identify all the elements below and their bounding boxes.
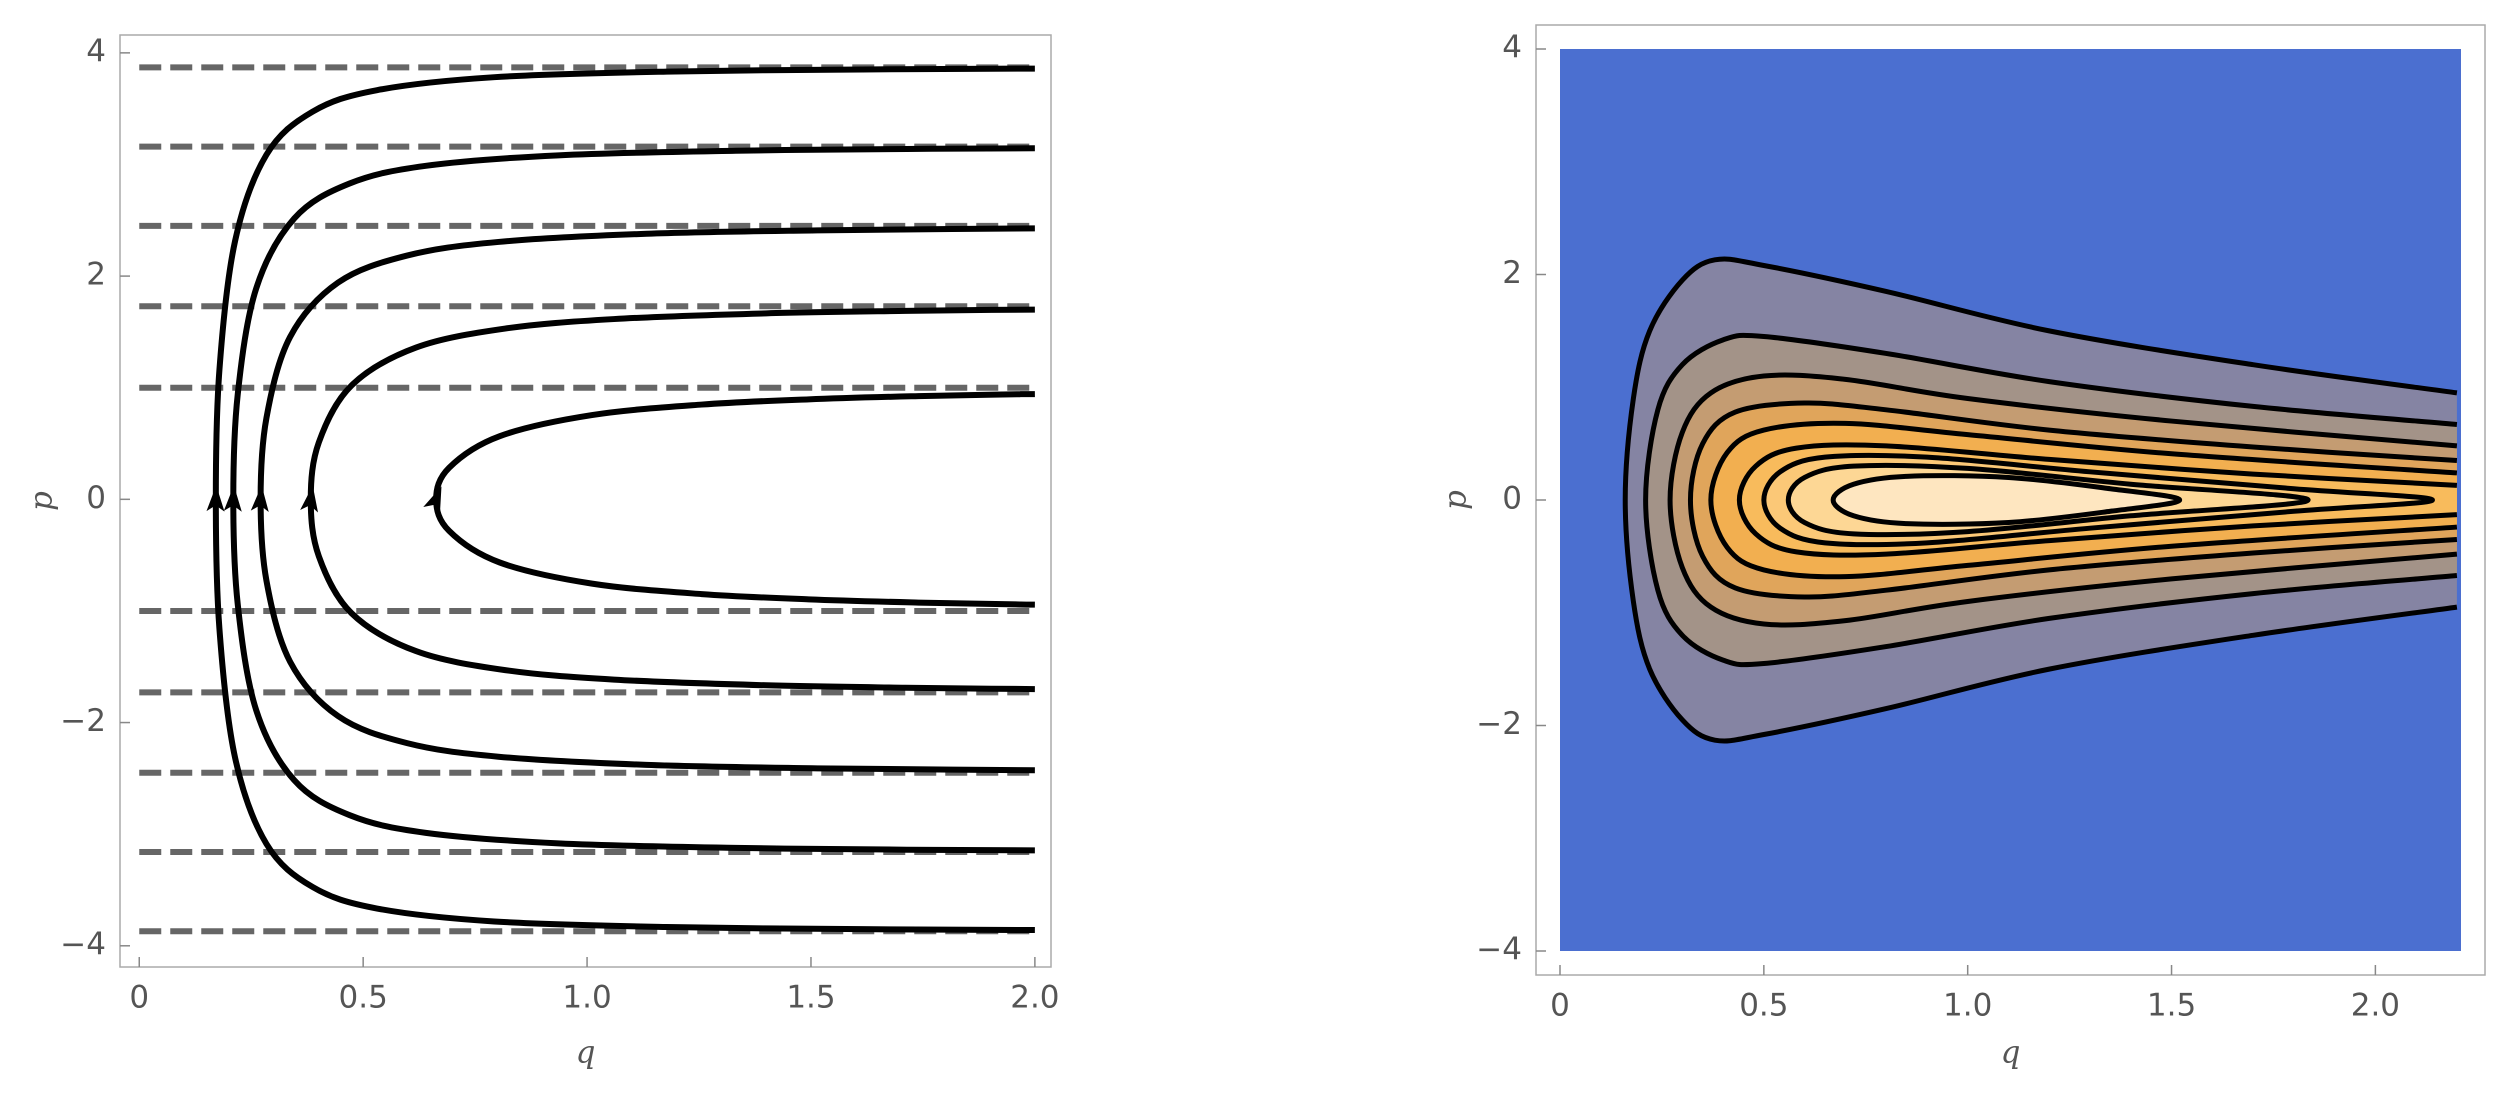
y-tick-label: 0 — [86, 480, 106, 516]
y-tick-label: 4 — [86, 33, 106, 69]
direction-arrow — [206, 485, 225, 512]
trajectory — [307, 306, 1035, 693]
x-tick-label: 0 — [129, 980, 149, 1016]
plot: 0 0.5 1.0 1.5 2.0 −4 −2 0 2 4 q p — [24, 33, 1060, 1070]
y-tick-label: −4 — [1476, 932, 1522, 968]
x-tick-label: 0 — [1550, 988, 1570, 1024]
trajectory — [433, 391, 1035, 608]
y-tick-label: −2 — [60, 703, 106, 739]
y-axis-label: p — [24, 491, 60, 511]
direction-arrow — [300, 485, 318, 513]
x-tick-label: 1.5 — [786, 980, 835, 1016]
x-tick-label: 1.0 — [1943, 988, 1992, 1024]
contour-line — [1736, 442, 2458, 558]
x-tick-label: 0.5 — [339, 980, 388, 1016]
x-tick-label: 2.0 — [1010, 980, 1059, 1016]
contour-line — [1687, 400, 2458, 600]
plot: 0 0.5 1.0 1.5 2.0 −4 −2 0 2 4 q p — [1438, 24, 2486, 1071]
y-axis-label: p — [1438, 490, 1474, 510]
trajectory — [230, 145, 1035, 854]
x-tick-label: 1.5 — [2147, 988, 2196, 1024]
contour-line — [1643, 332, 2458, 668]
y-tick-label: −4 — [60, 926, 106, 962]
contour-line — [1667, 372, 2458, 628]
direction-arrow — [423, 486, 442, 514]
y-tick-label: 0 — [1502, 481, 1522, 517]
y-tick-label: 2 — [86, 257, 106, 293]
contour-line — [1785, 462, 2311, 538]
y-tick-label: −2 — [1476, 706, 1522, 742]
plot-frame — [119, 34, 1052, 968]
contour-line — [1708, 420, 2458, 580]
direction-arrow — [250, 485, 269, 512]
x-axis-label: q — [576, 1035, 596, 1071]
x-tick-label: 2.0 — [2351, 988, 2400, 1024]
contour-line — [1622, 256, 2458, 744]
y-tick-label: 4 — [1502, 30, 1522, 66]
direction-arrow — [223, 485, 242, 512]
trajectory — [212, 65, 1035, 934]
x-tick-label: 0.5 — [1739, 988, 1788, 1024]
contour-area — [1560, 49, 2461, 951]
contour-line — [1761, 452, 2435, 548]
x-tick-label: 1.0 — [562, 980, 611, 1016]
x-axis-label: q — [2001, 1035, 2021, 1071]
contour-line — [1830, 473, 2183, 527]
y-tick-label: 2 — [1502, 255, 1522, 291]
